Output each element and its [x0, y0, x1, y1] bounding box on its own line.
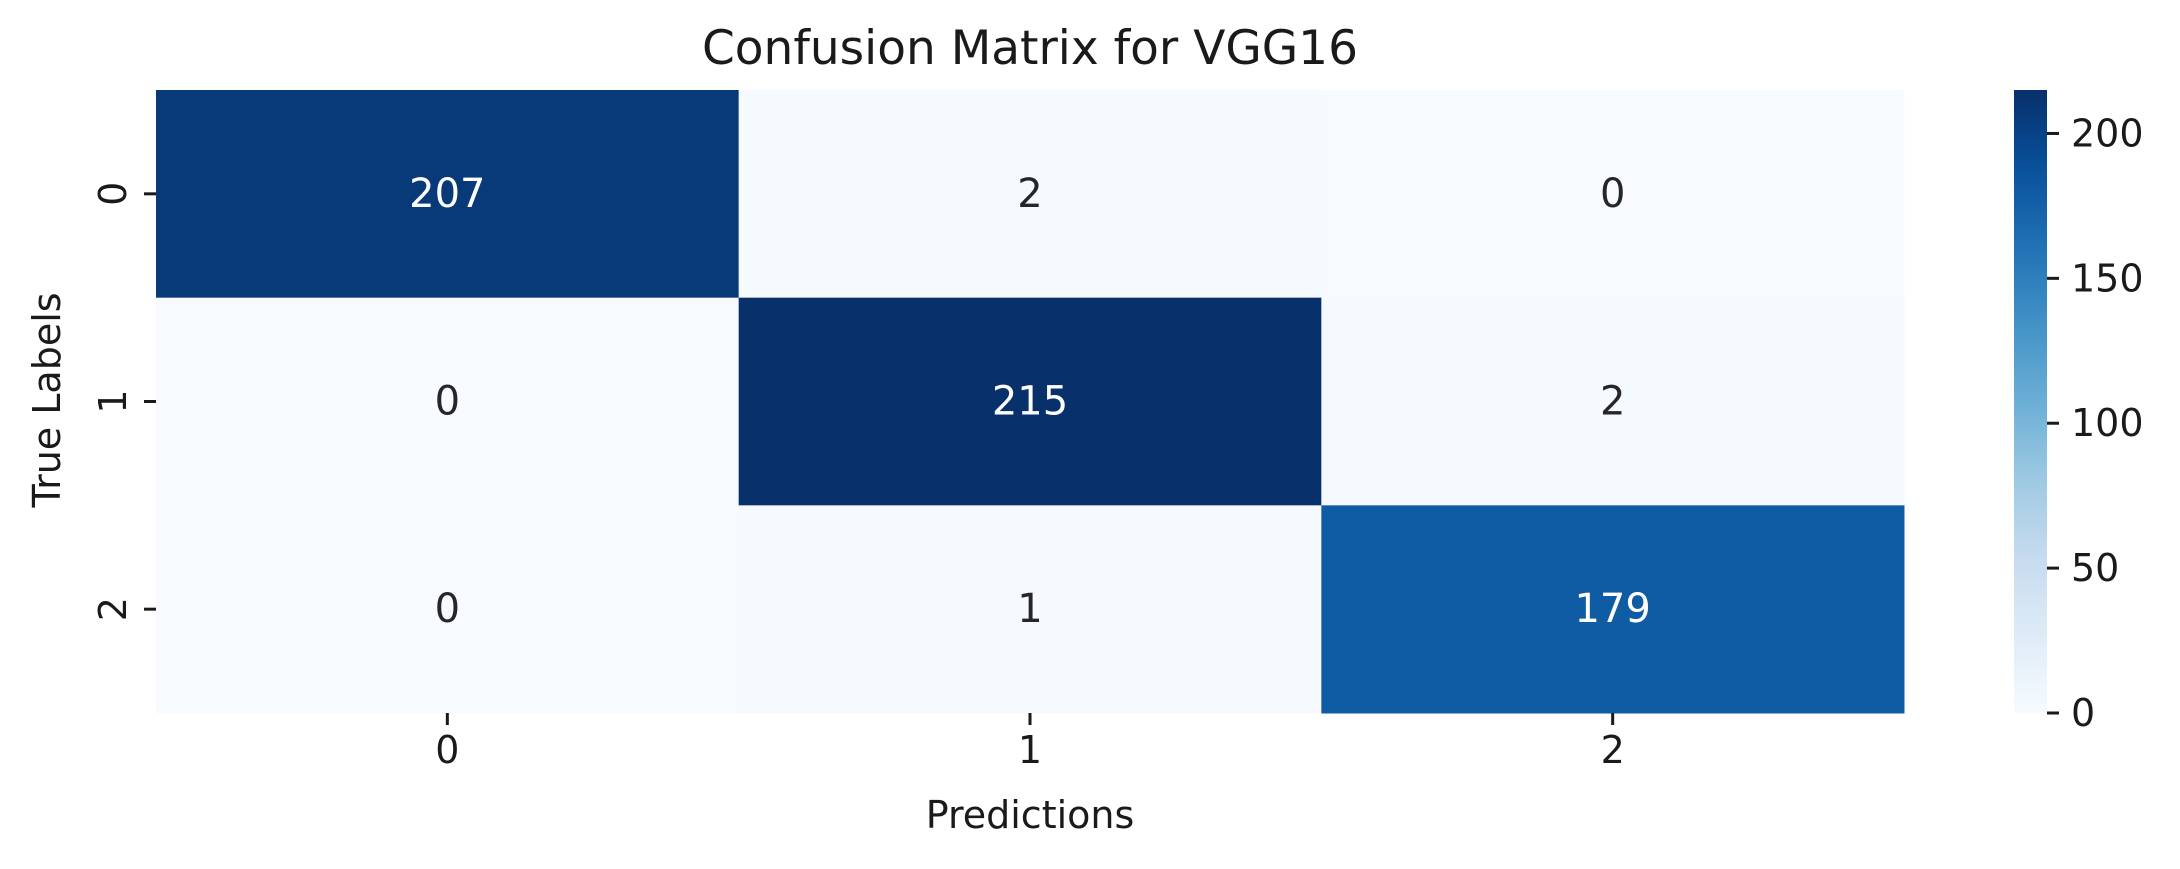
colorbar-ticks: 0 50 100 150 200	[2047, 111, 2144, 735]
heatmap-cell	[738, 297, 1322, 506]
x-tick-label: 0	[435, 728, 459, 772]
x-tick-label: 1	[1018, 728, 1042, 772]
colorbar: 0 50 100 150 200	[2014, 90, 2144, 735]
cell-value-label: 2	[1017, 171, 1042, 217]
cell-value-label: 0	[1600, 171, 1625, 217]
cell-value-label: 179	[1574, 586, 1650, 632]
cell-value-label: 1	[1017, 586, 1042, 632]
heatmap-cell	[1321, 297, 1905, 506]
colorbar-tick-label: 0	[2071, 691, 2095, 735]
x-axis-label: Predictions	[926, 793, 1135, 837]
y-axis-label: True Labels	[25, 292, 69, 508]
y-tick-label: 2	[91, 597, 135, 621]
cell-value-label: 0	[435, 586, 460, 632]
heatmap-cell-labels: 207 2 0 0 215 2 0 1 179	[409, 171, 1651, 632]
chart-title: Confusion Matrix for VGG16	[702, 21, 1358, 76]
heatmap-cells	[156, 90, 1905, 714]
colorbar-tick-label: 200	[2071, 111, 2144, 155]
heatmap-cell	[738, 90, 1322, 299]
cell-value-label: 215	[992, 379, 1068, 425]
heatmap-cell	[156, 505, 740, 714]
y-axis-ticks: 0 1 2	[91, 182, 156, 621]
heatmap-cell	[1321, 505, 1905, 714]
heatmap-cell	[156, 297, 740, 506]
x-tick-label: 2	[1601, 728, 1625, 772]
x-axis-ticks: 0 1 2	[435, 713, 1625, 772]
heatmap-cell	[738, 505, 1322, 714]
colorbar-gradient	[2014, 90, 2047, 713]
cell-value-label: 207	[409, 171, 485, 217]
heatmap-cell	[156, 90, 740, 299]
cell-value-label: 0	[435, 379, 460, 425]
heatmap-cell	[1321, 90, 1905, 299]
cell-value-label: 2	[1600, 379, 1625, 425]
y-tick-label: 0	[91, 182, 135, 206]
colorbar-tick-label: 50	[2071, 546, 2119, 590]
colorbar-tick-label: 150	[2071, 256, 2144, 300]
y-tick-label: 1	[91, 389, 135, 413]
colorbar-tick-label: 100	[2071, 401, 2144, 445]
